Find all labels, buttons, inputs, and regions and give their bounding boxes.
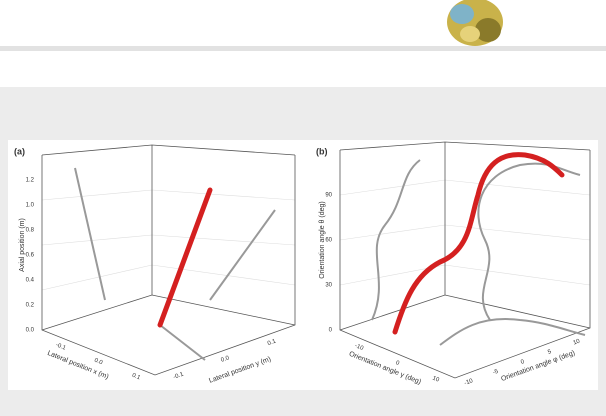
z-axis-title: Orientation angle θ (deg): [319, 201, 326, 278]
z-tick-label: 0.2: [26, 303, 35, 309]
z-tick-label: 0.4: [26, 278, 35, 284]
screenshot: (a) 0.0 0.2 0.4 0.6 0.8 1.0 1.2 Axial position (…: [0, 0, 606, 411]
z-tick-label: 30: [325, 283, 332, 289]
z-axis-title: Axial position (m): [19, 218, 26, 272]
z-tick-label: 1.2: [26, 178, 35, 184]
z-tick-label: 60: [325, 238, 332, 244]
z-tick-label: 0.6: [26, 253, 35, 259]
z-tick-label: 0.8: [26, 228, 35, 234]
white-band: [0, 51, 606, 87]
top-strip: [0, 0, 606, 46]
divider: [0, 46, 606, 51]
thumbnail: [447, 0, 503, 46]
page: {"figure": {"panels": [ {"label": "(a)",…: [0, 0, 606, 411]
z-tick-label: 0.0: [26, 328, 35, 334]
panel-label: (a): [14, 146, 25, 156]
z-tick-label: 1.0: [26, 203, 35, 209]
panel-label: (b): [316, 146, 328, 156]
z-tick-label: 90: [325, 193, 332, 199]
